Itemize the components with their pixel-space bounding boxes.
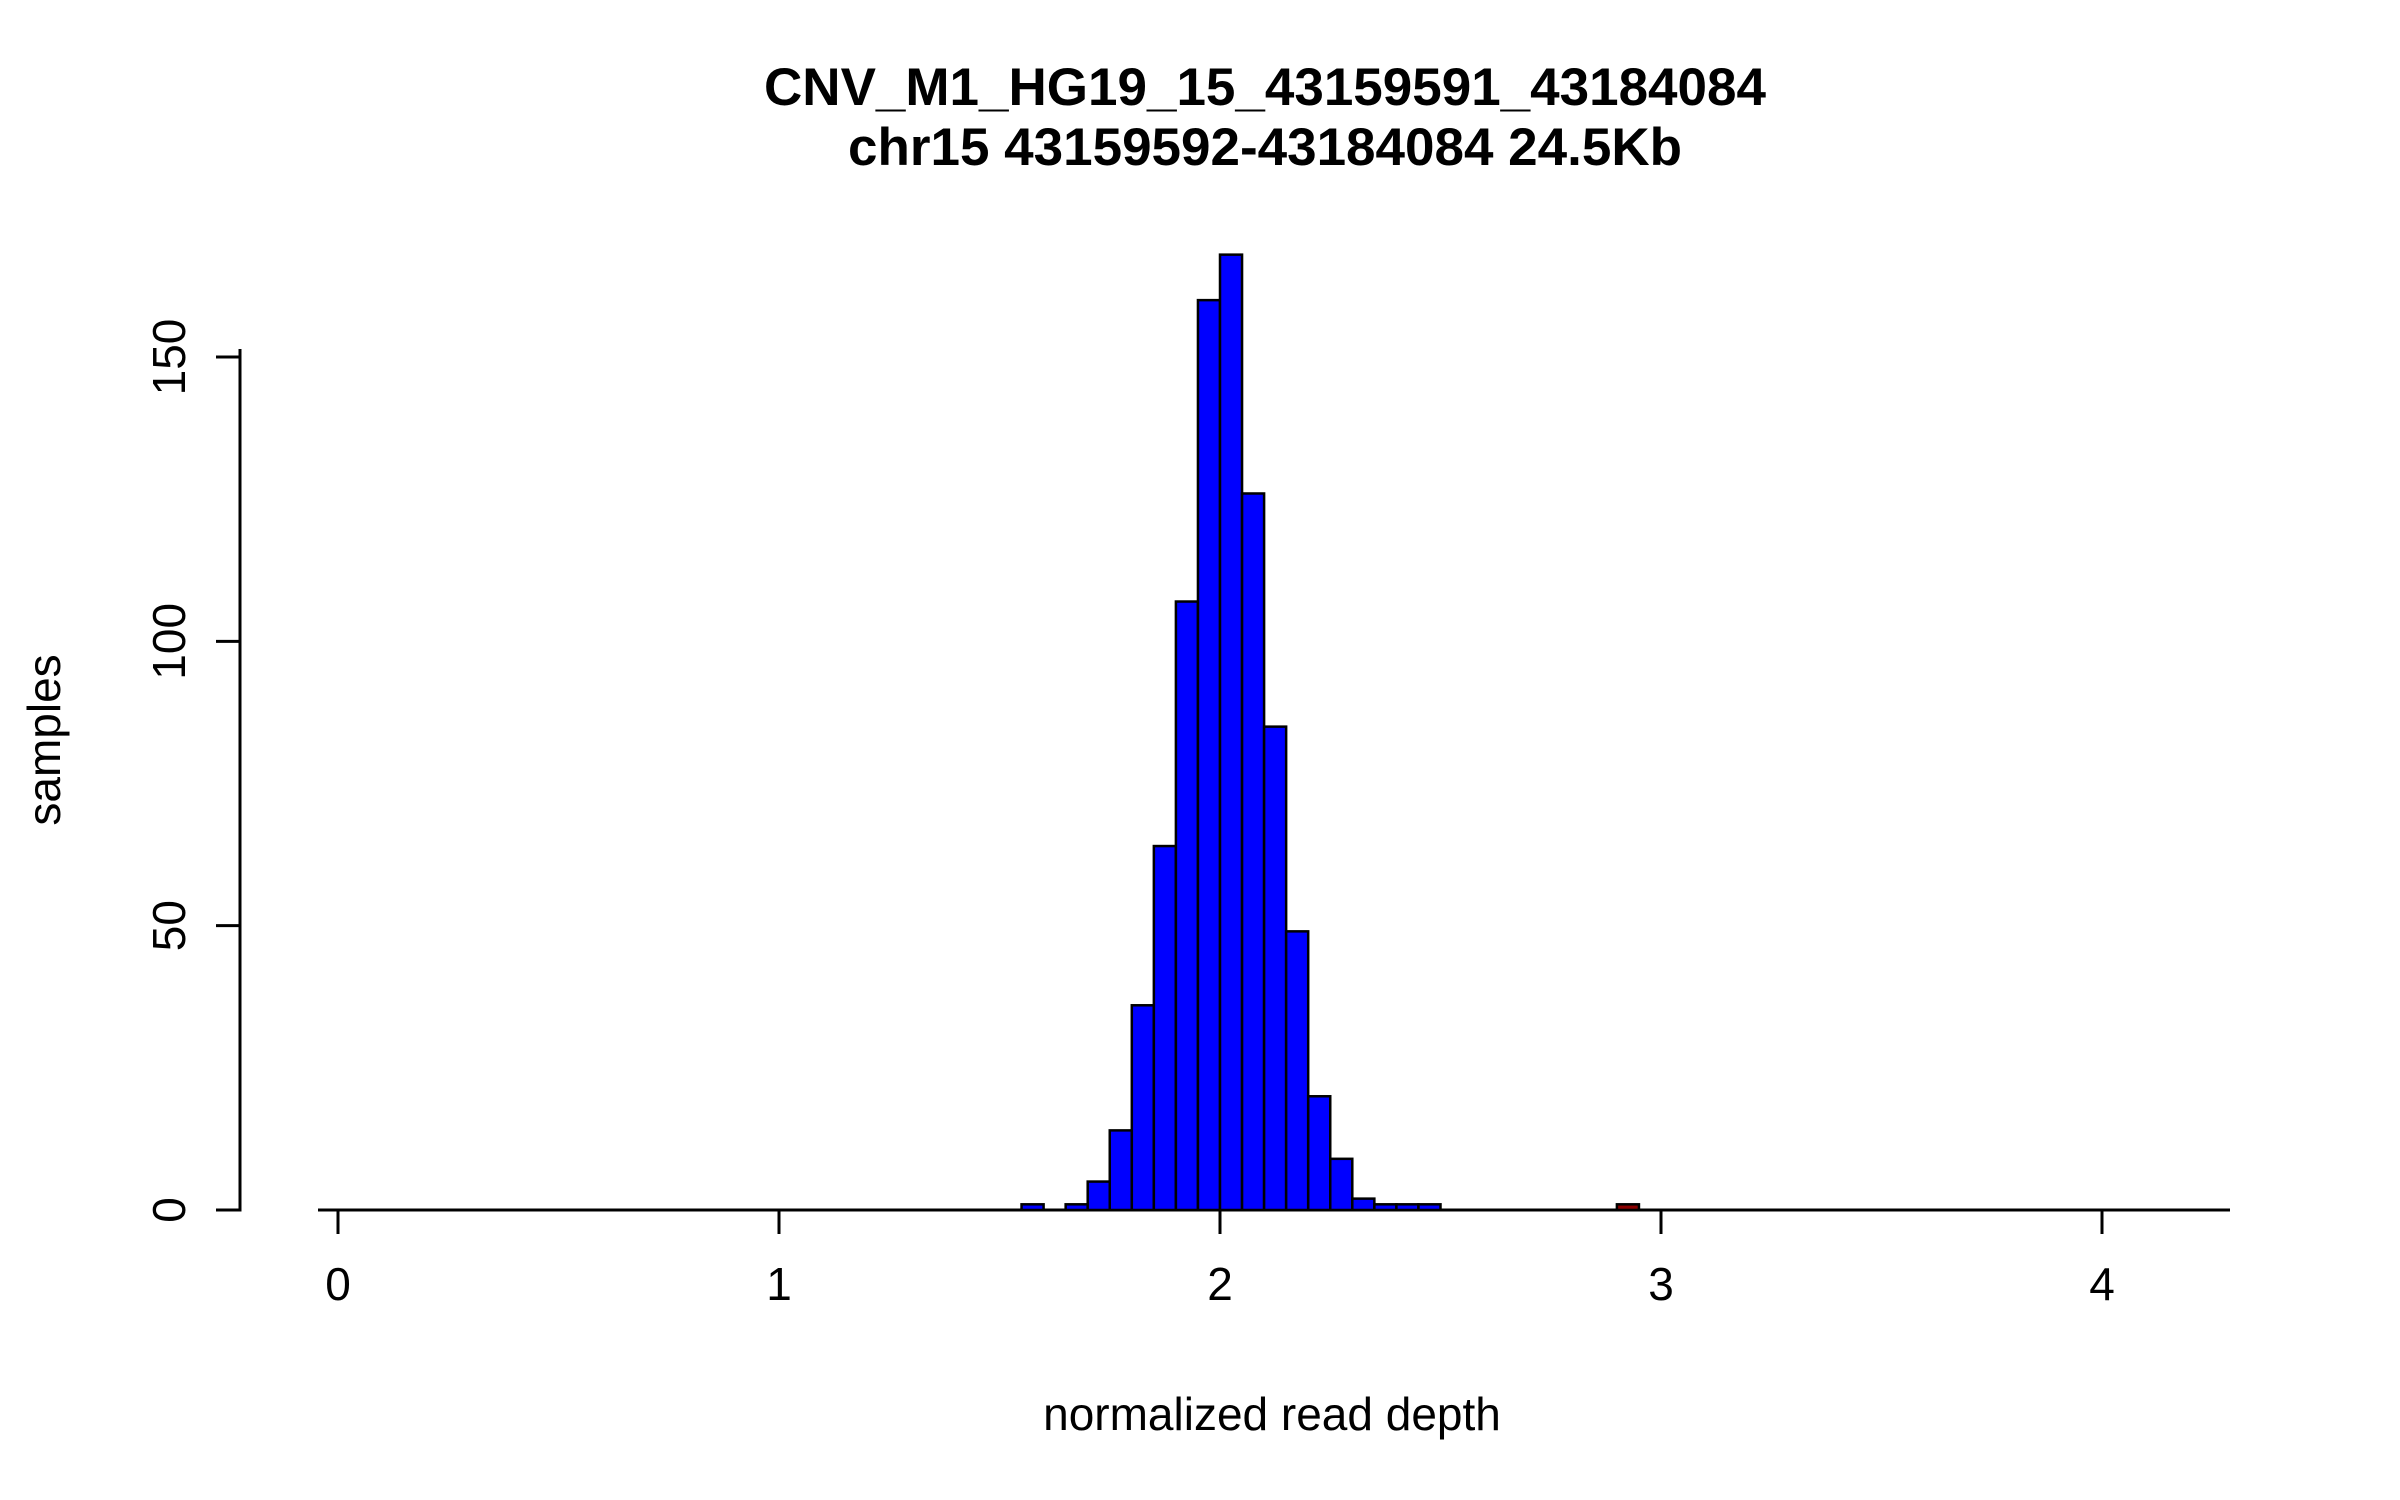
histogram-bar bbox=[1020, 1203, 1045, 1212]
x-axis-label: normalized read depth bbox=[1043, 1388, 1501, 1440]
histogram-bar bbox=[1351, 1197, 1376, 1212]
y-tick-label: 50 bbox=[143, 900, 195, 951]
chart-title: CNV_M1_HG19_15_43159591_43184084 bbox=[764, 58, 1766, 117]
x-tick-label: 1 bbox=[766, 1258, 792, 1310]
histogram-bar bbox=[1174, 600, 1200, 1212]
x-tick-label: 2 bbox=[1207, 1258, 1233, 1310]
y-tick-label: 0 bbox=[143, 1197, 195, 1223]
tick-labels: 0 1 2 3 4 0 50 100 150 bbox=[143, 319, 2115, 1310]
histogram-bar bbox=[1284, 930, 1310, 1212]
x-tick-label: 4 bbox=[2089, 1258, 2115, 1310]
histogram-bar bbox=[1108, 1129, 1134, 1212]
histogram-bar bbox=[1306, 1095, 1332, 1212]
histogram-bar bbox=[1196, 298, 1222, 1212]
histogram-bar bbox=[1130, 1004, 1156, 1212]
y-tick-label: 100 bbox=[143, 603, 195, 680]
histogram-bar bbox=[1417, 1203, 1442, 1212]
histogram-bar bbox=[1240, 492, 1266, 1212]
histogram-bar bbox=[1086, 1180, 1111, 1212]
y-axis-label: samples bbox=[18, 654, 70, 825]
histogram-bar bbox=[1064, 1203, 1089, 1212]
histogram-bar bbox=[1615, 1203, 1641, 1212]
y-tick-label: 150 bbox=[143, 319, 195, 396]
histogram-bars bbox=[1020, 253, 1641, 1212]
histogram-bar bbox=[1152, 844, 1178, 1212]
chart-subtitle: chr15 43159592-43184084 24.5Kb bbox=[848, 118, 1682, 177]
histogram-bar bbox=[1218, 253, 1244, 1212]
histogram-bar bbox=[1329, 1157, 1354, 1212]
histogram-bar bbox=[1262, 725, 1288, 1212]
x-tick-label: 0 bbox=[325, 1258, 351, 1310]
x-tick-label: 3 bbox=[1648, 1258, 1674, 1310]
histogram-bar bbox=[1373, 1203, 1398, 1212]
histogram-bar bbox=[1395, 1203, 1420, 1212]
